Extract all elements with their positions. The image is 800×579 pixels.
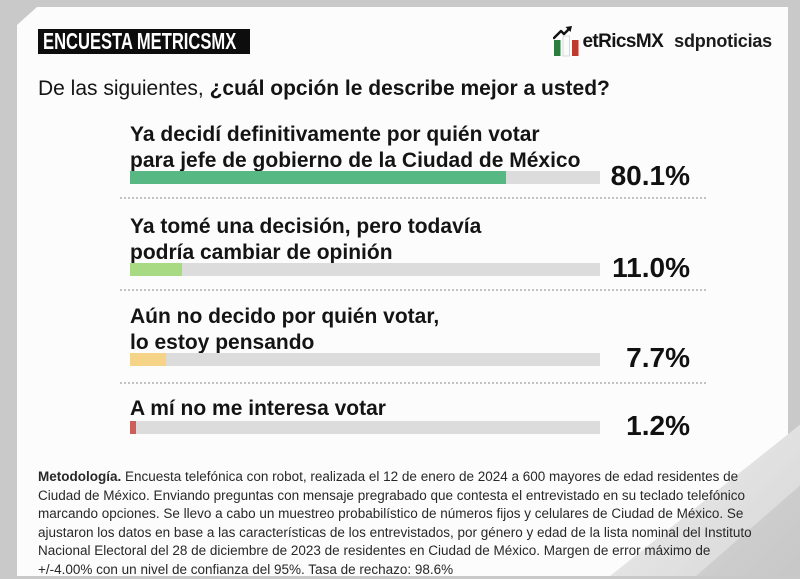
poll-question-prefix: De las siguientes, <box>38 77 210 100</box>
option-label: Ya tomé una decisión, pero todavía podrí… <box>130 214 610 266</box>
poll-option-row: Aún no decido por quién votar, lo estoy … <box>0 304 800 374</box>
option-label: Ya decidí definitivamente por quién vota… <box>130 122 610 174</box>
bar-chart-arrow-icon <box>553 25 580 57</box>
methodology-lead: Metodología. <box>38 469 122 484</box>
option-label: A mí no me interesa votar <box>130 396 610 422</box>
percentage-value: 7.7% <box>626 342 690 373</box>
poll-option-row: A mí no me interesa votar 1.2% <box>0 396 800 442</box>
option-label-line1: Ya decidí definitivamente por quién vota… <box>130 123 540 146</box>
brand-bar: etRicsMX sdpnoticias <box>553 24 772 58</box>
bar-fill <box>130 421 136 434</box>
title-badge-text: ENCUESTA METRICSMX <box>43 29 237 54</box>
bar-track <box>130 353 600 366</box>
poll-question-emphasis: ¿cuál opción le describe mejor a usted? <box>209 77 610 100</box>
methodology-text: Metodología. Encuesta telefónica con rob… <box>38 468 762 579</box>
percentage-value: 80.1% <box>610 160 690 191</box>
dotted-separator <box>120 289 706 291</box>
dotted-separator <box>120 197 706 199</box>
poll-option-row: Ya decidí definitivamente por quién vota… <box>0 122 800 192</box>
card-background <box>17 7 788 576</box>
metricsmx-logo: etRicsMX <box>553 25 664 57</box>
percentage-value: 1.2% <box>626 410 690 441</box>
poll-option-row: Ya tomé una decisión, pero todavía podrí… <box>0 214 800 284</box>
dotted-separator <box>120 382 706 384</box>
option-label-line1: Ya tomé una decisión, pero todavía <box>130 215 482 238</box>
bar-track <box>130 263 600 276</box>
percentage-value: 11.0% <box>612 252 690 283</box>
bar-track <box>130 421 600 434</box>
bar-track <box>130 171 600 184</box>
methodology-body: Encuesta telefónica con robot, realizada… <box>38 469 752 577</box>
bar-fill <box>130 171 507 184</box>
option-label-line1: Aún no decido por quién votar, <box>130 305 440 328</box>
bar-fill <box>130 353 167 366</box>
sdpnoticias-logo-text: sdpnoticias <box>674 30 772 51</box>
option-label-line2: podría cambiar de opinión <box>130 241 393 264</box>
bar-fill <box>130 263 182 276</box>
option-label-line2: para jefe de gobierno de la Ciudad de Mé… <box>130 149 581 172</box>
metricsmx-logo-text: etRicsMX <box>582 30 664 52</box>
poll-question: De las siguientes, ¿cuál opción le descr… <box>38 77 738 101</box>
option-label: Aún no decido por quién votar, lo estoy … <box>130 304 610 356</box>
title-badge: ENCUESTA METRICSMX <box>38 29 250 54</box>
option-label-line2: lo estoy pensando <box>130 331 315 354</box>
option-label-line1: A mí no me interesa votar <box>130 397 386 420</box>
